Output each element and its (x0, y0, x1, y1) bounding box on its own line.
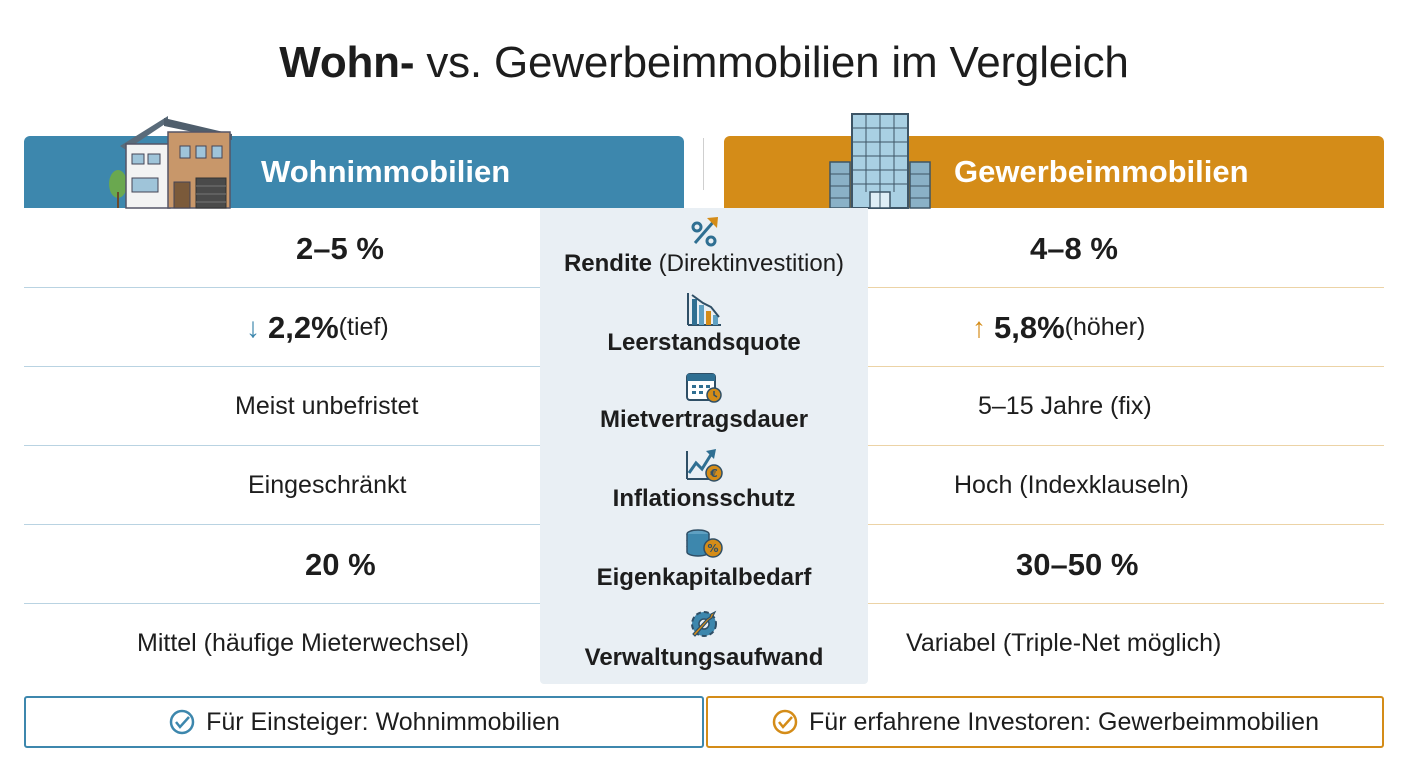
header-divider (703, 138, 704, 190)
criterion-lease-duration: Mietvertragsdauer (540, 370, 868, 434)
page-title: Wohn- vs. Gewerbeimmobilien im Vergleich (279, 38, 1129, 87)
recommendation-beginners-text: Für Einsteiger: Wohnimmobilien (206, 707, 560, 736)
criterion-management: Verwaltungsaufwand (540, 606, 868, 672)
row-separator (868, 603, 1384, 604)
arrow-up-icon: ↑ (972, 311, 986, 343)
recommendation-beginners: Für Einsteiger: Wohnimmobilien (24, 696, 704, 748)
row-separator (24, 445, 540, 446)
residential-vacancy-value: 2,2% (268, 309, 339, 345)
criterion-label: Verwaltungsaufwand (584, 644, 824, 671)
commercial-value-row: Hoch (Indexklauseln) (724, 446, 1408, 525)
calendar-clock-icon (686, 373, 722, 403)
criterion-label: Rendite (563, 250, 652, 277)
residential-value-row: Mittel (häufige Mieterwechsel) (24, 604, 656, 683)
row-separator (24, 603, 540, 604)
svg-text:€: € (709, 467, 718, 480)
criterion-inflation: € Inflationsschutz (540, 447, 868, 513)
residential-header-label: Wohnimmobilien (261, 154, 511, 189)
residential-inflation-value: Eingeschränkt (248, 471, 407, 499)
row-separator (868, 524, 1384, 525)
commercial-inflation-value: Hoch (Indexklauseln) (954, 471, 1189, 499)
criterion-label: Eigenkapitalbedarf (596, 564, 812, 591)
commercial-equity-value: 30–50 % (1016, 546, 1139, 582)
arrow-down-icon: ↓ (246, 311, 260, 343)
commercial-value-row: ↑ 5,8% (höher) (724, 288, 1408, 367)
residential-value-row: Eingeschränkt (24, 446, 656, 525)
commercial-value-row: 5–15 Jahre (fix) (724, 367, 1408, 446)
residential-vacancy-note: (tief) (338, 313, 389, 341)
commercial-value-row: Variabel (Triple-Net möglich) (724, 604, 1408, 683)
coin-stack-percent-icon: % (686, 529, 723, 558)
row-separator (24, 524, 540, 525)
row-separator (868, 287, 1384, 288)
percent-growth-icon (691, 217, 718, 247)
commercial-management-value: Variabel (Triple-Net möglich) (906, 629, 1222, 657)
row-separator (868, 445, 1384, 446)
row-separator (24, 287, 540, 288)
commercial-value-row: 30–50 % (724, 525, 1408, 604)
check-circle-icon (772, 709, 798, 735)
criterion-equity: % Eigenkapitalbedarf (540, 526, 868, 592)
residential-value-row: 2–5 % (24, 209, 656, 288)
recommendation-experienced: Für erfahrene Investoren: Gewerbeimmobil… (706, 696, 1384, 748)
commercial-header: Gewerbeimmobilien (724, 136, 1384, 208)
svg-text:%: % (707, 542, 718, 555)
criterion-label: Leerstandsquote (607, 329, 801, 356)
commercial-vacancy-value: 5,8% (994, 309, 1065, 345)
commercial-header-label: Gewerbeimmobilien (954, 154, 1249, 189)
recommendation-experienced-text: Für erfahrene Investoren: Gewerbeimmobil… (809, 707, 1319, 736)
office-building-icon (829, 113, 931, 209)
declining-bar-chart-icon (687, 293, 721, 326)
residential-equity-value: 20 % (305, 546, 376, 582)
residential-value-row: ↓ 2,2% (tief) (24, 288, 656, 367)
house-icon (109, 116, 232, 209)
commercial-value-row: 4–8 % (724, 209, 1408, 288)
commercial-vacancy-note: (höher) (1064, 313, 1146, 341)
criterion-note: (Direktinvestition) (651, 250, 845, 277)
check-circle-icon (169, 709, 195, 735)
rising-trend-euro-icon: € (686, 449, 723, 482)
criterion-label: Inflationsschutz (612, 485, 796, 512)
criterion-label: Mietvertragsdauer (599, 406, 809, 433)
residential-value-row: 20 % (24, 525, 656, 604)
gear-wrench-icon (691, 610, 717, 637)
row-separator (24, 366, 540, 367)
residential-lease-value: Meist unbefristet (235, 392, 419, 420)
row-separator (868, 366, 1384, 367)
commercial-lease-value: 5–15 Jahre (fix) (978, 392, 1152, 420)
criteria-column (540, 208, 868, 684)
criterion-vacancy: Leerstandsquote (540, 291, 868, 357)
residential-value-row: Meist unbefristet (24, 367, 656, 446)
residential-management-value: Mittel (häufige Mieterwechsel) (137, 629, 470, 657)
residential-return-value: 2–5 % (296, 230, 384, 266)
criterion-return: Rendite (Direktinvestition) (540, 214, 868, 278)
commercial-return-value: 4–8 % (1030, 230, 1118, 266)
